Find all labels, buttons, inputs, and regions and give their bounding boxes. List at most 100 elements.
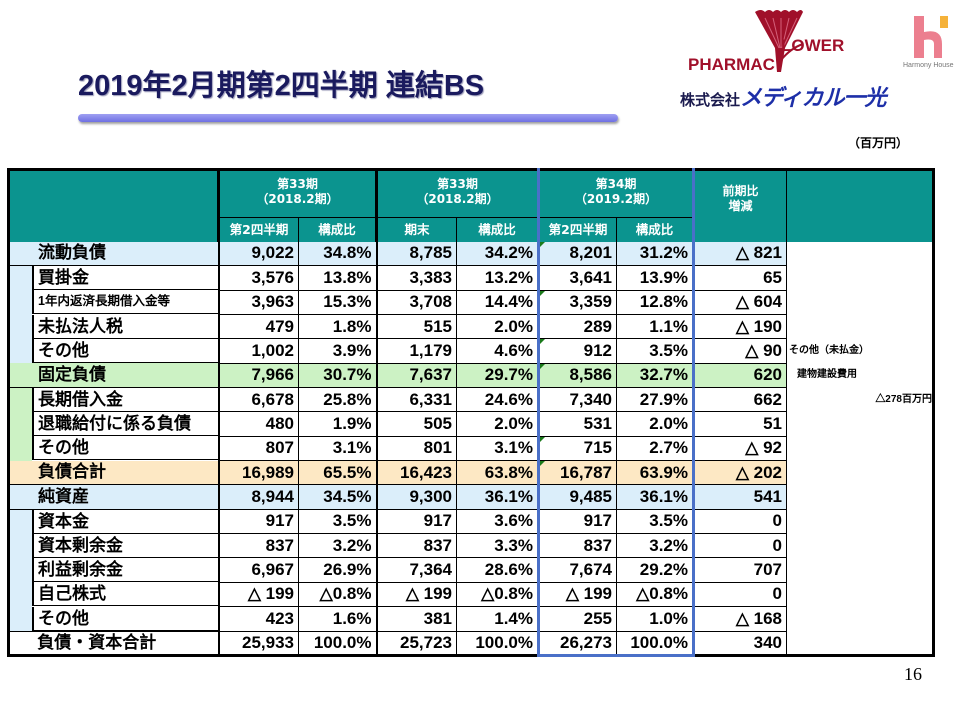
row-label-text: 未払法人税 (32, 314, 218, 339)
value-cell: 515 (375, 314, 457, 340)
value-cell: 3.3% (456, 533, 539, 559)
note-cell (786, 533, 934, 558)
value-cell: 7,674 (537, 557, 617, 583)
row-label: 資本金 (9, 509, 219, 534)
row-indent (10, 290, 32, 315)
value-cell: 16,787 (537, 460, 617, 486)
table-row: 未払法人税 479 1.8% 515 2.0% 289 1.1% △ 190 (9, 314, 934, 340)
note-cell (786, 436, 934, 461)
value-cell: 289 (537, 314, 617, 340)
note-cell (786, 265, 934, 291)
row-label: 退職給付に係る負債 (9, 411, 219, 437)
value-cell: 25,723 (375, 631, 457, 656)
value-cell: 24.6% (456, 387, 539, 413)
header-group-2018-end: 第33期 （2018.2期） (375, 169, 539, 218)
row-indent (10, 582, 32, 607)
note-cell (786, 314, 934, 339)
value-cell: 9,022 (217, 241, 299, 267)
pharmacy-flower-logo-icon (755, 10, 804, 72)
row-indent (10, 338, 32, 364)
value-cell: △0.8% (456, 582, 539, 608)
table-row: 買掛金 3,576 13.8% 3,383 13.2% 3,641 13.9% 65 (9, 265, 934, 291)
row-label: 資本剰余金 (9, 533, 219, 558)
value-cell: 32.7% (616, 363, 695, 388)
value-cell: 1.6% (298, 606, 377, 632)
value-cell: 63.9% (616, 460, 695, 486)
pharmacy-flower-text-right: LOWER (781, 36, 845, 55)
value-cell: 65.5% (298, 460, 377, 486)
note-cell: 建物建設費用 (786, 363, 934, 388)
value-cell: 917 (537, 509, 617, 535)
value-cell: 255 (537, 606, 617, 632)
table-row: 1年内返済長期借入金等 3,963 15.3% 3,708 14.4% 3,359 12.8… (9, 290, 934, 316)
value-cell: 1,179 (375, 338, 457, 364)
note-cell (786, 484, 934, 510)
value-cell: 505 (375, 411, 457, 437)
header-diff: 前期比 増減 (693, 169, 787, 242)
row-label: 固定負債 (8, 363, 219, 388)
note-cell (786, 460, 934, 485)
unit-label: （百万円） (848, 136, 909, 150)
diff-cell: 620 (693, 363, 787, 388)
value-cell: 63.8% (456, 460, 539, 486)
value-cell: 3.1% (456, 436, 539, 462)
value-cell: 3,641 (537, 265, 617, 291)
diff-cell: 0 (693, 509, 787, 535)
table-row: 流動負債 9,022 34.8% 8,785 34.2% 8,201 31.2% △ 821 (8, 241, 934, 267)
value-cell: 16,989 (217, 460, 299, 486)
table-row: その他 807 3.1% 801 3.1% 715 2.7% △ 92 (9, 436, 934, 462)
row-label: 負債合計 (8, 460, 219, 486)
diff-cell: 340 (693, 631, 787, 656)
row-indent (10, 509, 32, 534)
header-group-2018-q2: 第33期 （2018.2期） (217, 169, 377, 218)
company-name: 株式会社メディカル一光 (680, 80, 886, 112)
value-cell: 15.3% (298, 290, 377, 316)
value-cell: 480 (217, 411, 299, 437)
row-indent (10, 314, 32, 339)
diff-cell: △ 604 (693, 290, 787, 316)
row-label: 未払法人税 (9, 314, 219, 339)
value-cell: 100.0% (298, 631, 377, 656)
value-cell: 9,485 (537, 484, 617, 510)
value-cell: 912 (537, 338, 617, 364)
value-cell: 3,576 (217, 265, 299, 291)
value-cell: 837 (537, 533, 617, 559)
table-row: 長期借入金 6,678 25.8% 6,331 24.6% 7,340 27.9% 662 △2… (9, 387, 934, 413)
diff-cell: 541 (693, 484, 787, 510)
header-sub-ratio: 構成比 (616, 217, 695, 242)
row-label-text: 1年内返済長期借入金等 (32, 290, 218, 315)
value-cell: 3,963 (217, 290, 299, 316)
row-label: 長期借入金 (9, 387, 219, 412)
value-cell: 6,331 (375, 387, 457, 413)
value-cell: 29.2% (616, 557, 695, 583)
company-prefix: 株式会社 (680, 91, 741, 109)
table-row: 退職給付に係る負債 480 1.9% 505 2.0% 531 2.0% 51 (9, 411, 934, 437)
value-cell: 3.9% (298, 338, 377, 364)
value-cell: 7,966 (217, 363, 299, 388)
value-cell: 7,364 (375, 557, 457, 583)
table-row: 固定負債 7,966 30.7% 7,637 29.7% 8,586 32.7% 620 建物建… (8, 363, 934, 388)
header-group-row: 第33期 （2018.2期） 第33期 （2018.2期） 第34期 （2019… (8, 168, 934, 242)
diff-cell: △ 190 (693, 314, 787, 340)
row-indent (10, 266, 32, 291)
row-indent (10, 387, 32, 412)
header-sub-q2-2019: 第2四半期 (537, 217, 617, 242)
note-cell (786, 290, 934, 315)
note-cell (786, 411, 934, 437)
header-sub-q2-2018: 第2四半期 (217, 217, 299, 242)
company-brand: メディカル一光 (740, 86, 886, 111)
value-cell: 28.6% (456, 557, 539, 583)
note-cell (786, 241, 934, 266)
value-cell: 423 (217, 606, 299, 632)
header-group-2019-q2: 第34期 （2019.2期） (537, 168, 695, 218)
value-cell: 12.8% (616, 290, 695, 316)
value-cell: 1.4% (456, 606, 539, 632)
row-label: その他 (9, 338, 219, 364)
row-label-text: その他 (32, 338, 218, 363)
value-cell: 1,002 (217, 338, 299, 364)
diff-cell: △ 168 (693, 606, 787, 632)
value-cell: 8,944 (217, 484, 299, 510)
value-cell: 3,359 (537, 290, 617, 316)
row-label: 純資産 (8, 484, 219, 510)
note-cell (786, 509, 934, 534)
